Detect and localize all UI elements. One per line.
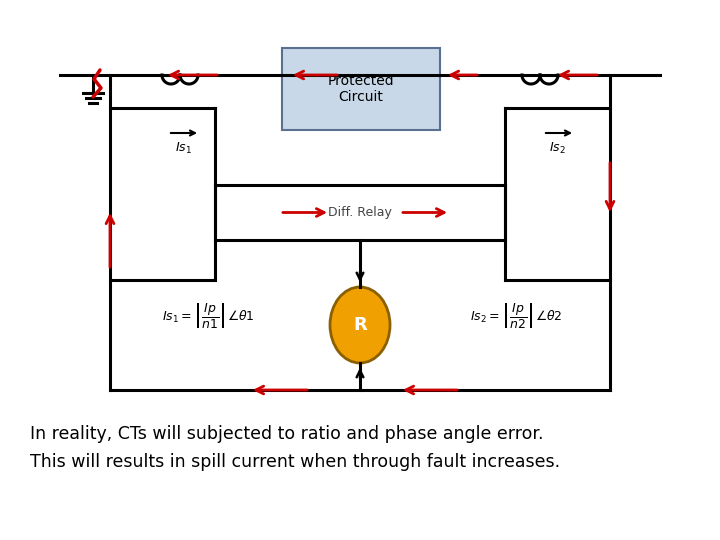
Text: Protected
Circuit: Protected Circuit	[328, 74, 395, 104]
Text: This will results in spill current when through fault increases.: This will results in spill current when …	[30, 453, 560, 471]
Text: In reality, CTs will subjected to ratio and phase angle error.: In reality, CTs will subjected to ratio …	[30, 425, 544, 443]
Text: $Is_1$: $Is_1$	[174, 140, 192, 156]
Ellipse shape	[330, 287, 390, 363]
Text: Diff. Relay: Diff. Relay	[328, 206, 392, 219]
Bar	[282, 48, 440, 130]
Text: $Is_2$: $Is_2$	[549, 140, 565, 156]
Text: R: R	[353, 316, 367, 334]
Text: $Is_2 = \left|\dfrac{Ip}{n2}\right|\angle\theta2$: $Is_2 = \left|\dfrac{Ip}{n2}\right|\angl…	[470, 300, 562, 329]
Text: $Is_1 = \left|\dfrac{Ip}{n1}\right|\angle\theta1$: $Is_1 = \left|\dfrac{Ip}{n1}\right|\angl…	[162, 300, 255, 329]
